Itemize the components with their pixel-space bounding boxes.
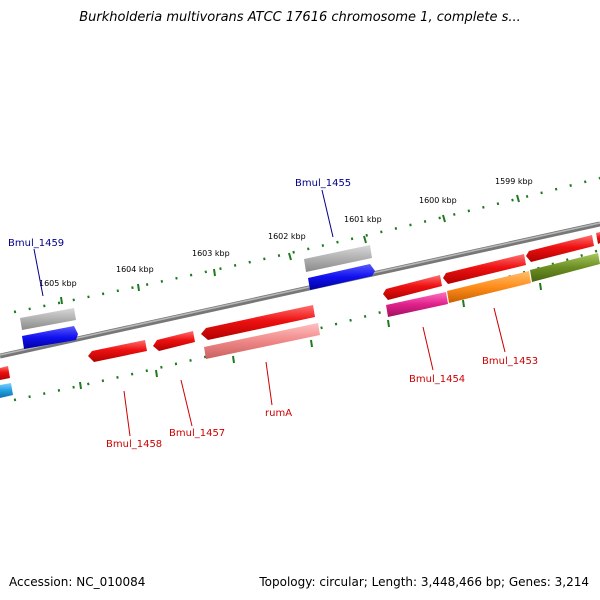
map-title: Burkholderia multivorans ATCC 17616 chro… bbox=[79, 10, 521, 25]
gene-bmul-1459-gray[interactable] bbox=[20, 308, 76, 330]
gene-label-bmul-1458: Bmul_1458 bbox=[106, 439, 162, 450]
cds-lane-lower bbox=[0, 305, 320, 398]
gene-label-bmul-1454: Bmul_1454 bbox=[409, 374, 465, 385]
outer-ruler-major-ticks bbox=[60, 194, 520, 305]
gene-bmul-1459-blue[interactable] bbox=[22, 326, 78, 349]
ruler-label-1602: 1602 kbp bbox=[268, 232, 306, 241]
ruler-label-1601: 1601 kbp bbox=[344, 215, 382, 224]
gene-bmul-1458[interactable] bbox=[88, 340, 147, 362]
gene-bmul-1454-box[interactable] bbox=[386, 292, 448, 317]
gene-cds-right-1[interactable] bbox=[383, 275, 442, 300]
ruler-label-1604: 1604 kbp bbox=[116, 265, 154, 274]
gene-bmul-1457[interactable] bbox=[153, 331, 195, 351]
ruler-label-1605: 1605 kbp bbox=[39, 279, 77, 288]
ruler-label-1603: 1603 kbp bbox=[192, 249, 230, 258]
gene-label-bmul-1459: Bmul_1459 bbox=[8, 238, 64, 249]
genome-backbone bbox=[0, 221, 600, 359]
inner-ruler bbox=[13, 248, 600, 402]
gene-rumA-rrna[interactable] bbox=[204, 323, 320, 359]
gene-label-rumA: rumA bbox=[265, 408, 292, 419]
gene-bmul-1455-blue[interactable] bbox=[308, 264, 375, 290]
ruler-labels: 1599 kbp 1600 kbp 1601 kbp 1602 kbp 1603… bbox=[39, 177, 533, 288]
gene-label-bmul-1453: Bmul_1453 bbox=[482, 356, 538, 367]
ruler-label-1599: 1599 kbp bbox=[495, 177, 533, 186]
upper-lane-features bbox=[20, 245, 375, 349]
ruler-label-1600: 1600 kbp bbox=[419, 196, 457, 205]
gene-label-bmul-1457: Bmul_1457 bbox=[169, 428, 225, 439]
gene-left-edge-red[interactable] bbox=[0, 366, 10, 380]
gene-left-edge-cyan[interactable] bbox=[0, 383, 13, 398]
accession-text: Accession: NC_010084 bbox=[9, 575, 146, 589]
gene-bmul-1453-box[interactable] bbox=[447, 271, 531, 303]
gene-olive-box[interactable] bbox=[530, 253, 600, 282]
label-leader-lines bbox=[33, 189, 506, 437]
genome-backbone-highlight bbox=[0, 222, 600, 356]
cds-lane-right bbox=[383, 232, 600, 317]
gene-cds-right-3[interactable] bbox=[526, 235, 594, 262]
gene-labels: Bmul_1455 Bmul_1459 Bmul_1458 Bmul_1457 … bbox=[8, 178, 538, 450]
gene-cds-right-4[interactable] bbox=[596, 232, 600, 244]
gene-label-bmul-1455: Bmul_1455 bbox=[295, 178, 351, 189]
gene-rumA[interactable] bbox=[201, 305, 315, 340]
gene-bmul-1455-gray[interactable] bbox=[304, 245, 372, 272]
gene-cds-right-2[interactable] bbox=[443, 254, 526, 284]
genome-summary-text: Topology: circular; Length: 3,448,466 bp… bbox=[259, 575, 589, 589]
inner-ruler-major-ticks bbox=[79, 282, 542, 390]
